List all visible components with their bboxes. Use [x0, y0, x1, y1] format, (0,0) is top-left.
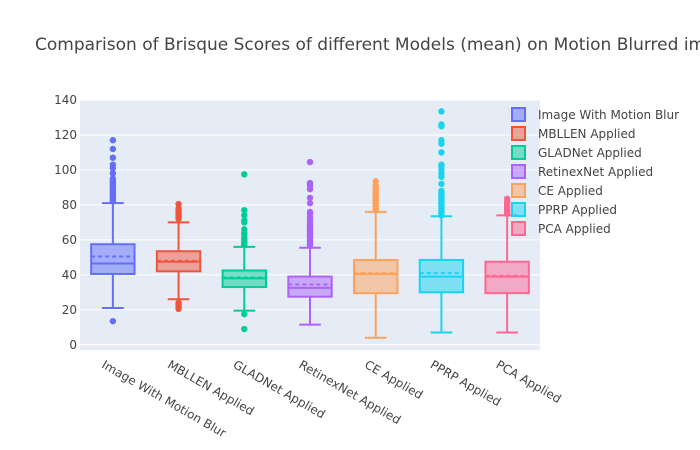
legend-swatch	[511, 145, 526, 160]
outlier-point	[438, 121, 445, 128]
outlier-point	[306, 179, 314, 187]
outlier-point	[241, 217, 248, 224]
y-axis-ticks: 0 20 40 60 80 100 120 140	[54, 93, 77, 352]
legend-label: PCA Applied	[538, 222, 611, 236]
outlier-point	[109, 161, 117, 168]
outlier-point	[109, 145, 117, 153]
x-tick-label: PCA Applied	[494, 357, 564, 405]
box-4	[353, 178, 399, 339]
outlier-point	[109, 137, 117, 144]
box-5	[418, 108, 465, 334]
legend-label: RetinexNet Applied	[538, 165, 653, 179]
legend-label: Image With Motion Blur	[538, 108, 679, 122]
outlier-point	[241, 206, 248, 214]
outlier-point	[109, 317, 117, 325]
legend-item-4[interactable]: CE Applied	[511, 183, 603, 198]
legend-swatch	[511, 126, 526, 141]
outlier-point	[306, 194, 314, 202]
outlier-point	[438, 161, 445, 168]
outlier-point	[438, 108, 445, 115]
outlier-point	[306, 158, 314, 166]
outlier-point	[175, 299, 182, 306]
legend-item-2[interactable]: GLADNet Applied	[511, 145, 642, 160]
iqr-box	[353, 258, 399, 295]
outlier-point	[109, 175, 117, 182]
outlier-point	[438, 137, 445, 144]
y-tick-label: 100	[54, 163, 77, 177]
outlier-point	[438, 180, 445, 188]
legend[interactable]: Image With Motion Blur MBLLEN Applied GLAD…	[511, 107, 679, 236]
boxes	[90, 108, 530, 339]
x-tick-label: PPRP Applied	[428, 357, 503, 409]
y-tick-label: 0	[69, 338, 77, 352]
box-3	[287, 158, 333, 326]
box-0	[90, 137, 136, 325]
chart-title: Comparison of Brisque Scores of differen…	[35, 35, 700, 55]
outlier-point	[372, 178, 379, 185]
outlier-point	[438, 187, 445, 195]
legend-label: CE Applied	[538, 184, 603, 198]
outlier-point	[241, 310, 248, 318]
legend-swatch	[511, 221, 526, 236]
legend-swatch	[511, 183, 526, 198]
legend-label: PPRP Applied	[538, 203, 617, 217]
legend-label: MBLLEN Applied	[538, 127, 635, 141]
box-1	[155, 200, 202, 313]
y-tick-label: 20	[62, 303, 77, 317]
legend-item-0[interactable]: Image With Motion Blur	[511, 107, 679, 122]
y-tick-label: 60	[62, 233, 77, 247]
outlier-point	[438, 149, 445, 156]
legend-item-6[interactable]: PCA Applied	[511, 221, 611, 236]
legend-swatch	[511, 164, 526, 179]
outlier-point	[175, 200, 182, 208]
outlier-point	[306, 208, 314, 216]
iqr-box	[287, 275, 333, 298]
legend-item-5[interactable]: PPRP Applied	[511, 202, 617, 217]
legend-item-1[interactable]: MBLLEN Applied	[511, 126, 635, 141]
box-6	[484, 195, 530, 334]
legend-label: GLADNet Applied	[538, 146, 642, 160]
iqr-box	[90, 243, 136, 275]
y-tick-label: 140	[54, 93, 77, 107]
outlier-point	[109, 170, 117, 177]
y-tick-label: 120	[54, 128, 77, 142]
outlier-point	[241, 212, 248, 219]
legend-swatch	[511, 202, 526, 217]
outlier-point	[306, 199, 314, 207]
x-tick-label: CE Applied	[362, 357, 425, 402]
box-2	[221, 171, 267, 333]
y-tick-label: 40	[62, 268, 77, 282]
y-tick-label: 80	[62, 198, 77, 212]
outlier-point	[241, 171, 248, 178]
legend-swatch	[511, 107, 526, 122]
legend-item-3[interactable]: RetinexNet Applied	[511, 164, 653, 179]
outlier-point	[241, 325, 248, 333]
outlier-point	[241, 226, 248, 233]
x-tick-label: Image With Motion Blur	[99, 357, 228, 440]
outlier-point	[503, 195, 511, 202]
outlier-point	[109, 154, 117, 161]
